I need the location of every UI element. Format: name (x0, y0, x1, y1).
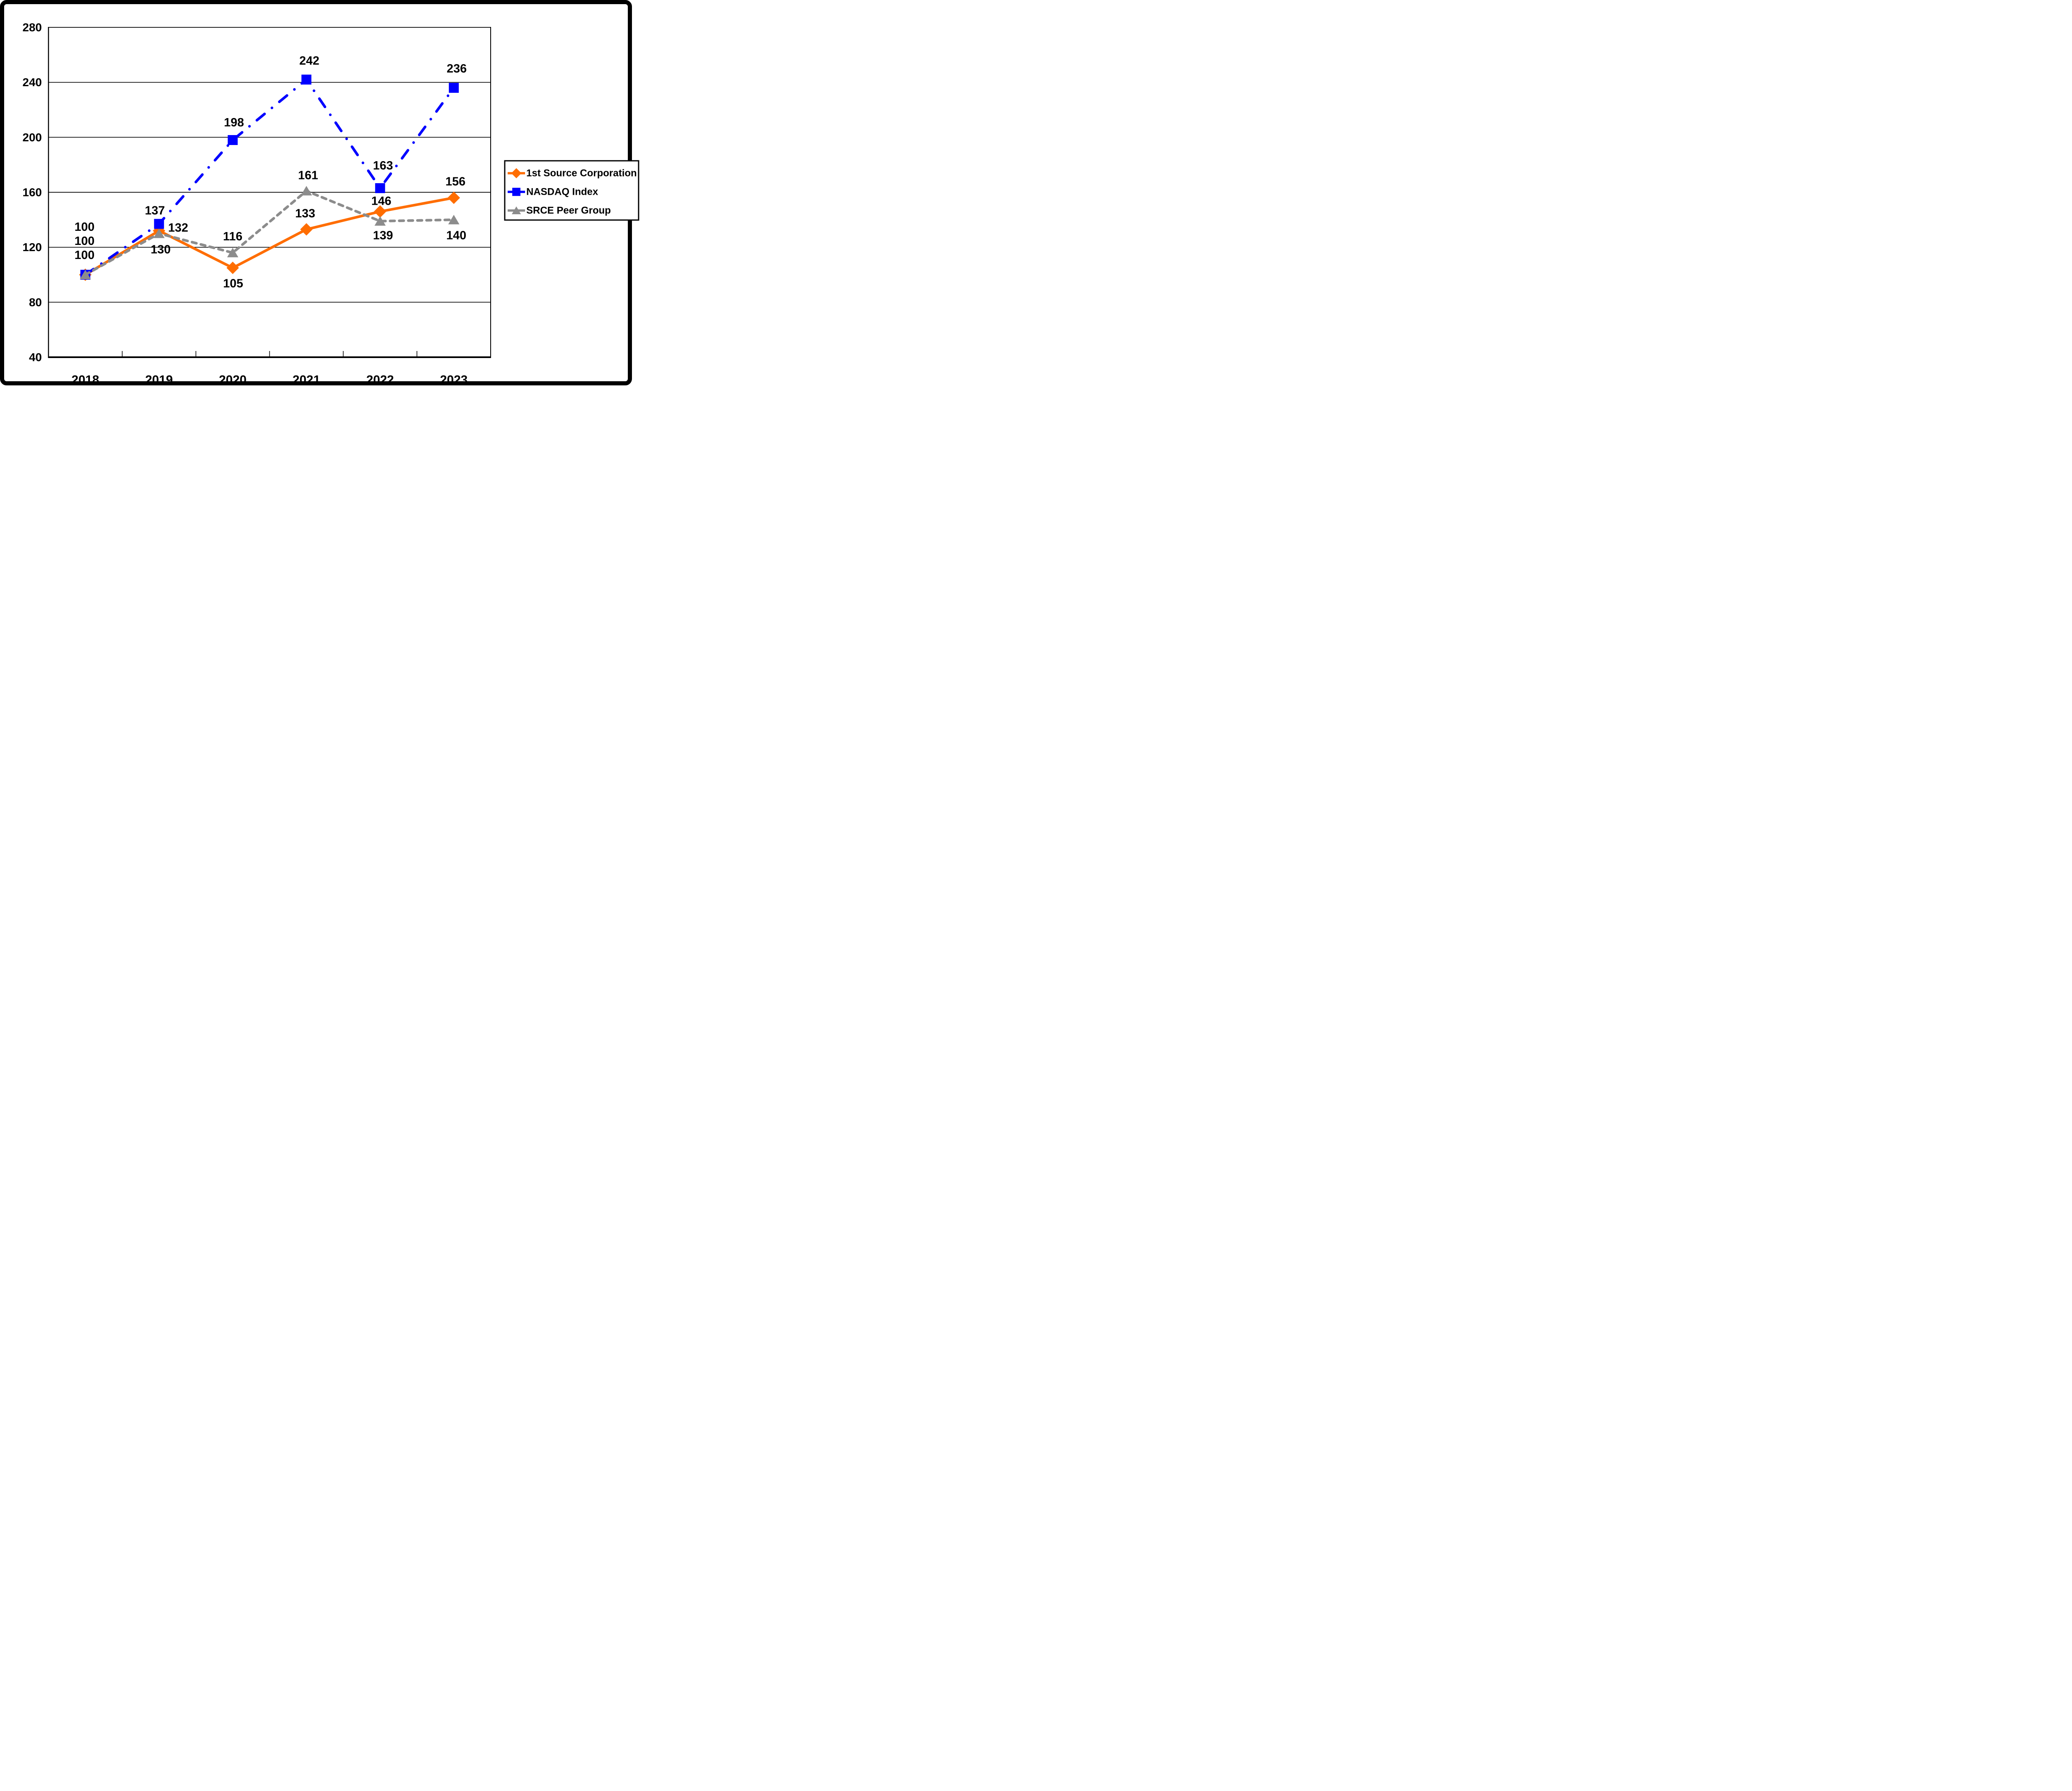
legend-marker-square (512, 188, 520, 196)
data-point-label: 137 (145, 204, 165, 217)
data-point-marker-diamond-2020 (226, 261, 239, 274)
data-point-marker-triangle-2020 (227, 247, 239, 257)
y-axis-tick-label: 280 (22, 21, 42, 34)
legend-item-label: NASDAQ Index (526, 186, 598, 198)
data-point-marker-triangle-2022 (374, 216, 386, 226)
data-point-label: 132 (168, 221, 188, 235)
x-axis-tick-label: 2023 (440, 373, 468, 387)
y-axis-tick-label: 120 (22, 241, 42, 254)
chart-figure: 40 80 120 160 200 240 280 2018 2019 2020 2021 2022 2… (0, 0, 639, 387)
legend-box (504, 160, 639, 221)
x-axis-tick-label: 2019 (145, 373, 173, 387)
data-point-marker-square-2023 (449, 82, 459, 93)
legend-item-label: SRCE Peer Group (526, 205, 611, 216)
x-axis-tick-label: 2021 (293, 373, 320, 387)
data-point-marker-square-2020 (228, 135, 238, 145)
legend-marker-diamond (511, 168, 522, 179)
data-point-label: 100 (75, 249, 94, 262)
data-point-label: 242 (299, 54, 319, 68)
x-axis-tick-label: 2022 (366, 373, 394, 387)
data-point-label: 105 (223, 277, 243, 290)
y-axis-tick-label: 40 (29, 351, 42, 364)
data-point-marker-triangle-2021 (300, 186, 312, 196)
data-point-label: 146 (371, 194, 391, 208)
data-point-marker-diamond-2022 (374, 205, 387, 218)
series-line-diamond (84, 196, 455, 276)
data-point-marker-square-2022 (375, 183, 385, 194)
data-point-marker-triangle-2018 (80, 270, 91, 279)
data-point-label: 163 (373, 159, 393, 172)
data-point-marker-square-2021 (301, 75, 312, 85)
data-point-label: 156 (445, 175, 465, 188)
data-point-marker-diamond-2021 (300, 223, 313, 236)
data-point-label: 133 (295, 207, 315, 220)
data-point-label: 236 (447, 62, 467, 75)
x-axis-tick-label: 2020 (219, 373, 247, 387)
performance-line-chart: 40 80 120 160 200 240 280 2018 2019 2020 2021 2022 2… (22, 21, 639, 387)
data-point-label: 140 (446, 229, 466, 242)
y-axis-tick-label: 80 (29, 296, 42, 309)
data-point-marker-diamond-2023 (448, 191, 460, 204)
series-line-square (84, 78, 455, 276)
data-point-label: 130 (151, 243, 171, 257)
data-point-label: 100 (75, 235, 94, 248)
data-point-label: 198 (224, 116, 244, 129)
y-axis-tick-label: 240 (22, 76, 42, 89)
legend-marker-triangle (511, 206, 521, 215)
data-point-label: 139 (373, 229, 393, 242)
series-line-triangle (84, 189, 455, 276)
x-axis-tick-label: 2018 (72, 373, 99, 387)
data-point-marker-triangle-2023 (448, 215, 460, 225)
data-point-marker-triangle-2019 (153, 228, 165, 238)
data-point-label: 161 (298, 169, 318, 182)
legend-item-label: 1st Source Corporation (526, 168, 637, 179)
data-point-label: 100 (75, 220, 94, 234)
data-point-label: 116 (223, 230, 242, 243)
y-axis-tick-label: 160 (22, 186, 42, 199)
y-axis-tick-label: 200 (22, 131, 42, 144)
data-point-marker-square-2019 (154, 219, 164, 229)
